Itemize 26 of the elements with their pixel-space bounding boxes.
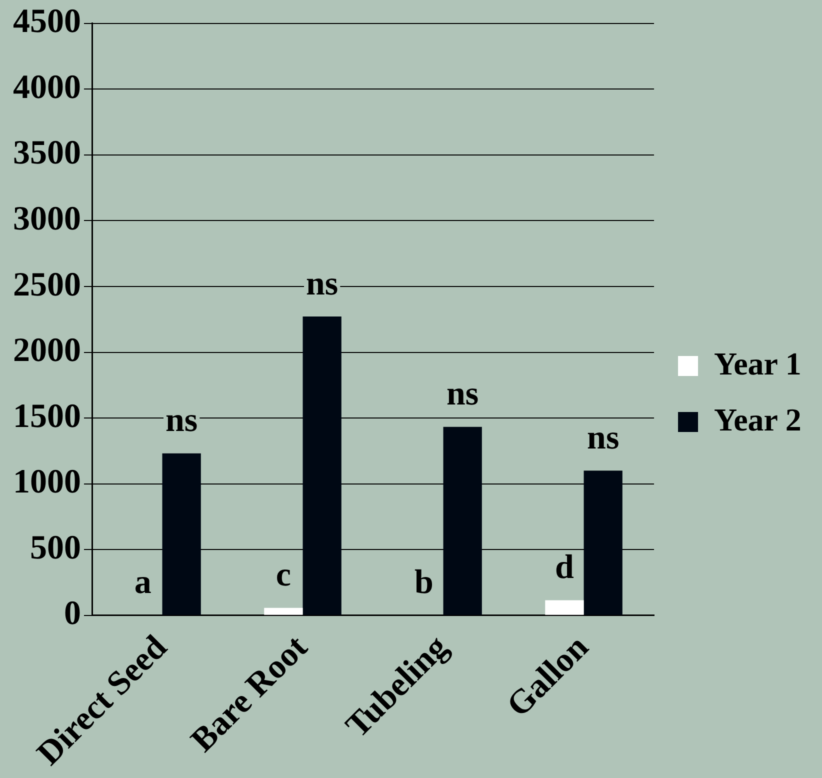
y-tick-label: 4000: [13, 68, 81, 106]
y-tick-label: 500: [30, 529, 81, 566]
data-label: d: [554, 549, 574, 586]
y-tick-label: 1500: [13, 398, 81, 435]
y-tick-label: 2500: [13, 266, 81, 304]
bar: [545, 600, 584, 615]
data-label: ns: [446, 376, 479, 413]
y-tick-label: 4500: [13, 3, 81, 40]
legend-label: Year 2: [714, 401, 802, 438]
bar: [443, 426, 482, 615]
data-label: ns: [587, 419, 620, 456]
data-label: c: [276, 556, 291, 594]
data-label: ns: [166, 402, 198, 440]
y-tick-label: 2000: [13, 332, 81, 370]
y-tick-label: 3000: [13, 200, 81, 238]
legend-label: Year 1: [714, 345, 802, 382]
data-label: a: [134, 564, 152, 602]
y-tick-label: 3500: [13, 134, 81, 172]
bar: [162, 453, 201, 615]
y-tick-label: 0: [64, 595, 81, 632]
bar: [302, 316, 342, 615]
bar: [584, 470, 622, 615]
y-tick-label: 1000: [13, 464, 81, 501]
bar: [264, 608, 303, 615]
data-label: ns: [306, 265, 338, 302]
data-label: b: [414, 564, 434, 602]
